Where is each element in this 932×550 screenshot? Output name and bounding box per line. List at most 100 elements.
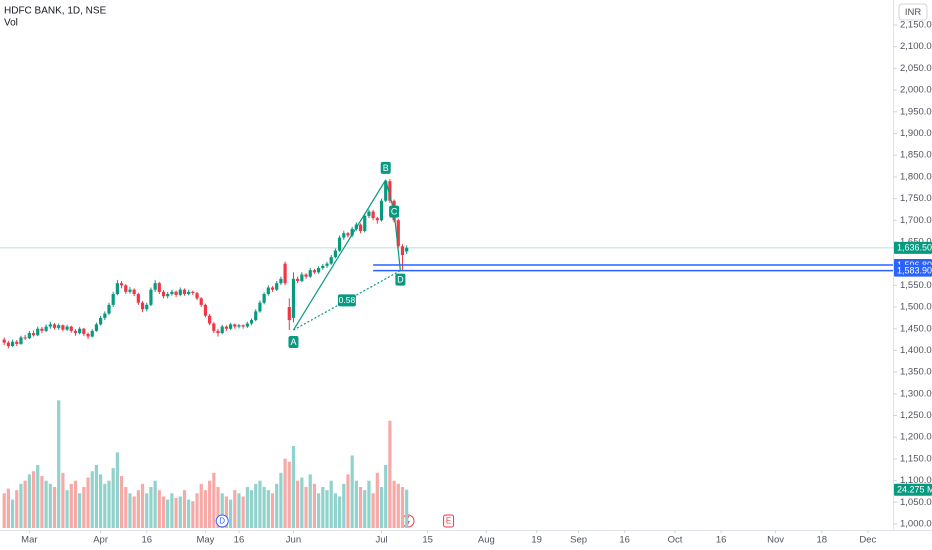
- pattern-label-box[interactable]: [389, 205, 400, 218]
- volume-bar: [182, 490, 187, 528]
- candle-body: [203, 304, 208, 316]
- candle-body: [233, 324, 237, 327]
- pattern-label[interactable]: B: [383, 163, 389, 173]
- candle-body: [6, 342, 10, 347]
- candle-body: [396, 220, 400, 247]
- candle-body: [405, 247, 409, 252]
- ratio-box[interactable]: [337, 294, 356, 307]
- candle-body: [224, 326, 228, 329]
- volume-bar: [61, 472, 65, 528]
- pattern-label[interactable]: D: [397, 275, 404, 285]
- volume-bar: [15, 490, 19, 528]
- candle-body: [99, 317, 103, 325]
- candle-body: [275, 283, 279, 290]
- candle-body: [321, 265, 325, 268]
- currency-box[interactable]: [898, 3, 928, 21]
- volume-bar: [392, 480, 396, 528]
- pattern-leg[interactable]: [393, 211, 401, 271]
- volume-bar: [358, 487, 363, 528]
- volume-bar: [346, 474, 350, 528]
- volume-bar: [187, 499, 191, 528]
- volume-bar: [6, 488, 10, 528]
- x-tick-label: 16: [619, 535, 630, 546]
- volume-bar: [375, 472, 379, 528]
- event-label[interactable]: E: [446, 517, 451, 526]
- volume-bar: [65, 490, 69, 528]
- candle-body: [57, 325, 61, 328]
- pattern-label[interactable]: A: [290, 337, 296, 347]
- ratio-label[interactable]: 0.58: [339, 295, 356, 305]
- pattern-label-box[interactable]: [288, 336, 299, 349]
- volume-bar: [103, 483, 107, 528]
- volume-bar: [296, 480, 300, 528]
- level-label-box: [894, 264, 932, 277]
- event-marker[interactable]: [215, 514, 229, 528]
- volume-bar: [262, 487, 266, 528]
- event-marker[interactable]: [443, 514, 455, 528]
- volume-bar: [300, 477, 304, 528]
- volume-bar: [308, 474, 312, 528]
- volume-bar: [161, 496, 166, 528]
- event-label[interactable]: D: [219, 517, 225, 526]
- candle-body: [182, 289, 187, 295]
- y-tick-label: 1,850.00: [900, 150, 932, 161]
- volume-bar: [304, 487, 308, 528]
- candle-body: [212, 323, 216, 331]
- volume-bar: [224, 496, 228, 528]
- candle-body: [65, 326, 69, 330]
- candle-body: [384, 181, 388, 201]
- currency[interactable]: INR: [905, 7, 922, 18]
- candle-body: [333, 250, 337, 258]
- y-tick-label: 1,350.00: [900, 367, 932, 378]
- volume-bar: [2, 493, 6, 528]
- pattern-leg[interactable]: [292, 179, 387, 331]
- pattern-label-box[interactable]: [380, 161, 391, 174]
- x-tick-label: Oct: [668, 535, 683, 546]
- volume-bar: [220, 493, 224, 528]
- y-tick-label: 1,250.00: [900, 410, 932, 421]
- y-tick-label: 2,150.00: [900, 20, 932, 31]
- x-tick-label: May: [196, 535, 214, 546]
- volume-bar: [57, 400, 61, 528]
- candle-body: [128, 289, 132, 292]
- volume-bar: [132, 496, 136, 528]
- x-tick-label: Jul: [375, 535, 387, 546]
- candle-body: [2, 339, 6, 343]
- y-tick-label: 1,150.00: [900, 453, 932, 464]
- volume-bar: [367, 480, 371, 528]
- volume-bar: [136, 490, 140, 528]
- candle-body: [358, 224, 363, 232]
- volume-bar: [245, 487, 249, 528]
- candle-body: [187, 291, 191, 295]
- volume-bar: [237, 493, 241, 528]
- candle-body: [10, 341, 15, 347]
- y-tick-label: 1,700.00: [900, 215, 932, 226]
- candle-body: [350, 228, 354, 236]
- candle-body: [48, 324, 52, 327]
- volume-bar: [384, 464, 388, 528]
- y-tick-label: 1,800.00: [900, 171, 932, 182]
- candle-body: [308, 270, 312, 277]
- candle-body: [86, 333, 90, 337]
- volume-bar: [212, 472, 216, 528]
- candle-body: [69, 326, 73, 331]
- volume-bar: [312, 483, 317, 528]
- candle-body: [283, 263, 287, 284]
- level-label: 1,583.90: [897, 266, 932, 276]
- x-tick-label: 18: [816, 535, 827, 546]
- x-tick-label: Sep: [570, 535, 587, 546]
- volume-bar: [52, 487, 57, 528]
- candle-body: [103, 313, 107, 318]
- pattern-label-box[interactable]: [395, 273, 406, 286]
- pattern-label[interactable]: C: [391, 206, 398, 216]
- volume-bar: [325, 490, 329, 528]
- candle-body: [15, 341, 19, 344]
- volume-bar: [317, 493, 321, 528]
- y-tick-label: 1,100.00: [900, 475, 932, 486]
- candle-body: [317, 267, 321, 273]
- candle-body: [61, 325, 65, 330]
- volume-bar: [216, 487, 220, 528]
- candle-body: [170, 291, 174, 295]
- candle-body: [304, 274, 308, 277]
